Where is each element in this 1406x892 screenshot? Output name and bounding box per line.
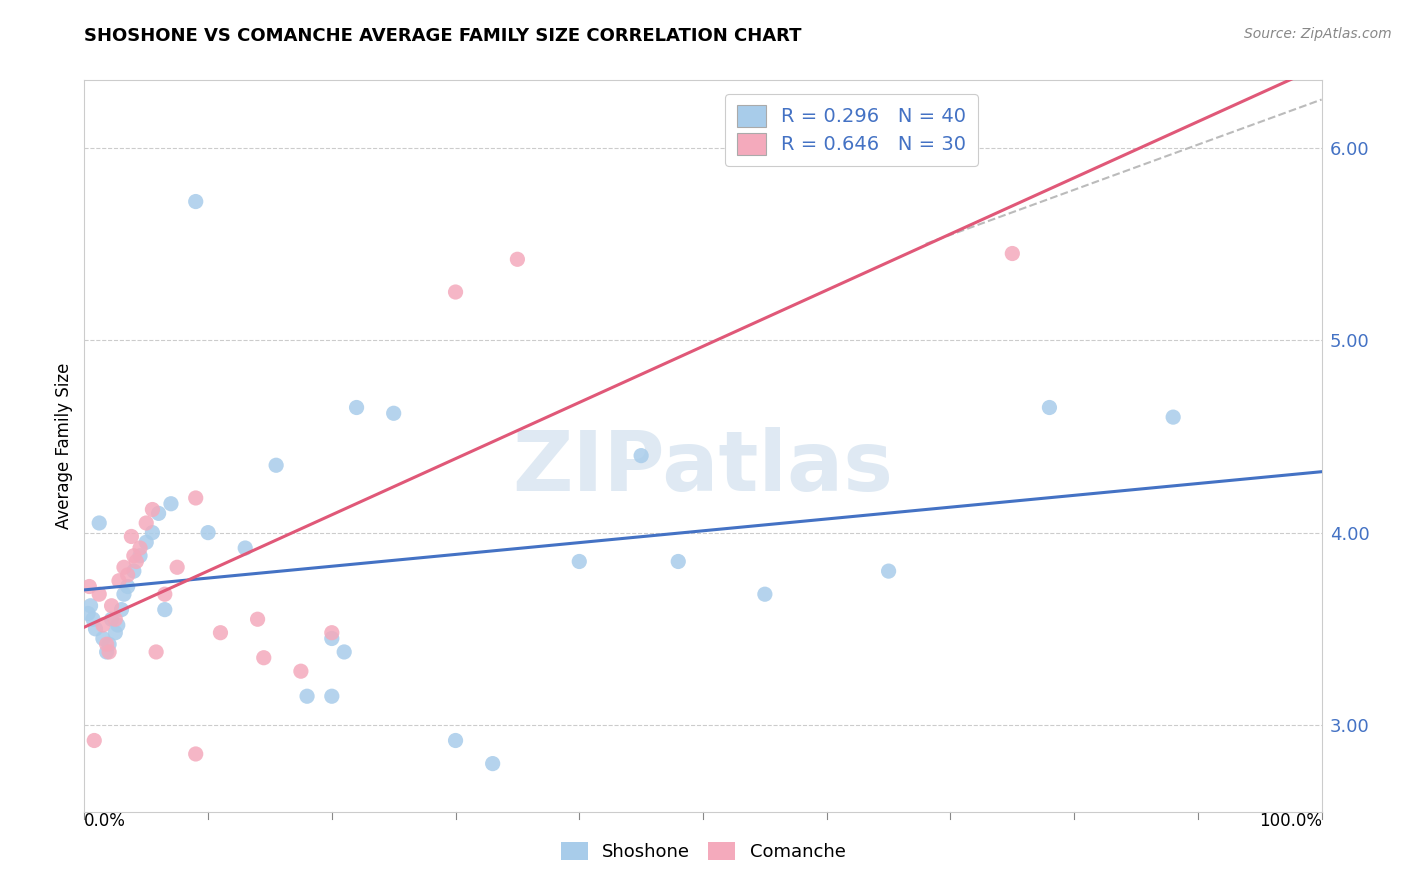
Point [153, 602, 176, 616]
Point [321, 632, 343, 646]
Point [112, 587, 135, 601]
Point [506, 252, 529, 267]
Point [122, 549, 145, 563]
Point [754, 587, 776, 601]
Point [98, 645, 121, 659]
Point [382, 406, 405, 420]
Point [122, 564, 145, 578]
Point [1038, 401, 1060, 415]
Point [117, 568, 139, 582]
Point [107, 618, 129, 632]
Point [166, 560, 188, 574]
Point [568, 554, 591, 568]
Point [253, 650, 276, 665]
Point [117, 580, 139, 594]
Point [444, 733, 467, 747]
Point [877, 564, 900, 578]
Point [135, 516, 157, 530]
Point [184, 491, 207, 505]
Point [630, 449, 652, 463]
Point [197, 525, 219, 540]
Point [96, 645, 118, 659]
Y-axis label: Average Family Size: Average Family Size [55, 363, 73, 529]
Text: Source: ZipAtlas.com: Source: ZipAtlas.com [1244, 27, 1392, 41]
Point [79, 599, 101, 613]
Point [112, 560, 135, 574]
Point [89, 587, 111, 601]
Point [82, 612, 104, 626]
Point [481, 756, 503, 771]
Text: 0.0%: 0.0% [84, 812, 127, 830]
Point [160, 497, 183, 511]
Point [120, 529, 142, 543]
Point [129, 549, 152, 563]
Point [264, 458, 287, 473]
Point [125, 554, 148, 568]
Point [141, 502, 163, 516]
Point [96, 637, 118, 651]
Point [79, 580, 101, 594]
Point [110, 602, 132, 616]
Point [184, 747, 207, 761]
Text: 100.0%: 100.0% [1258, 812, 1322, 830]
Point [104, 625, 127, 640]
Point [100, 612, 122, 626]
Point [77, 607, 100, 621]
Point [321, 625, 343, 640]
Point [91, 632, 114, 646]
Point [246, 612, 269, 626]
Point [295, 690, 318, 704]
Point [290, 664, 312, 678]
Point [346, 401, 368, 415]
Point [145, 645, 167, 659]
Point [91, 618, 114, 632]
Point [666, 554, 689, 568]
Point [333, 645, 356, 659]
Point [444, 285, 467, 299]
Point [153, 587, 176, 601]
Point [104, 612, 127, 626]
Text: SHOSHONE VS COMANCHE AVERAGE FAMILY SIZE CORRELATION CHART: SHOSHONE VS COMANCHE AVERAGE FAMILY SIZE… [84, 27, 801, 45]
Legend: R = 0.296   N = 40, R = 0.646   N = 30: R = 0.296 N = 40, R = 0.646 N = 30 [725, 94, 979, 166]
Point [98, 637, 121, 651]
Point [135, 535, 157, 549]
Point [84, 622, 107, 636]
Point [233, 541, 256, 555]
Point [1161, 410, 1184, 425]
Point [89, 516, 111, 530]
Point [141, 525, 163, 540]
Point [83, 733, 105, 747]
Point [209, 625, 232, 640]
Text: ZIPatlas: ZIPatlas [513, 427, 893, 508]
Point [148, 507, 170, 521]
Point [1001, 246, 1024, 260]
Point [184, 194, 207, 209]
Point [321, 690, 343, 704]
Point [108, 574, 131, 588]
Point [129, 541, 152, 555]
Point [100, 599, 122, 613]
